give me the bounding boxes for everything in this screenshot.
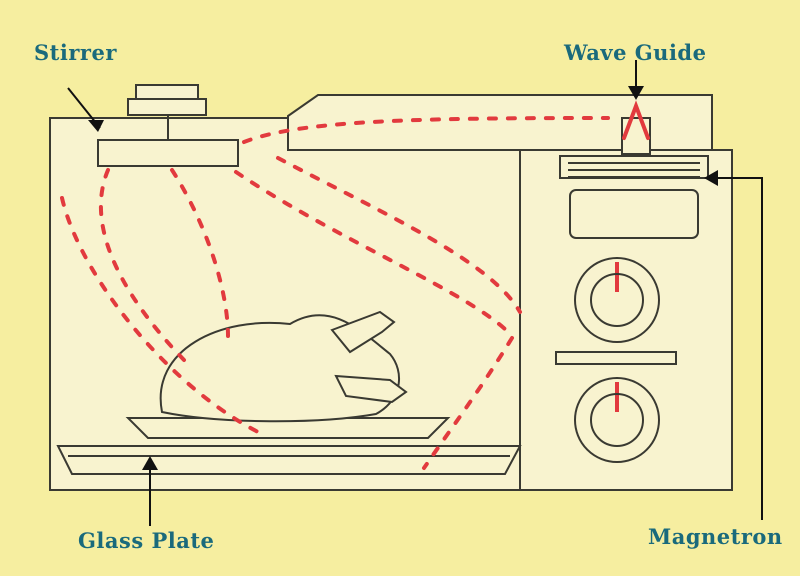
control-panel bbox=[555, 257, 677, 463]
glass-plate-label: Glass Plate bbox=[78, 528, 215, 553]
turkey-icon bbox=[125, 310, 451, 439]
arrow-icon bbox=[704, 170, 763, 520]
stirrer-label: Stirrer bbox=[34, 40, 117, 65]
arrow-icon bbox=[67, 87, 104, 132]
arrow-icon bbox=[628, 60, 644, 100]
magnetron-icon bbox=[559, 100, 709, 239]
wave-guide-icon bbox=[287, 94, 713, 151]
dial-icon bbox=[574, 257, 660, 343]
dial-icon bbox=[574, 377, 660, 463]
magnetron-label: Magnetron bbox=[648, 524, 783, 549]
wave-guide-label: Wave Guide bbox=[564, 40, 707, 65]
arrow-icon bbox=[142, 456, 158, 526]
microwave-paths bbox=[60, 116, 610, 470]
control-slot bbox=[555, 351, 677, 365]
glass-plate bbox=[56, 445, 522, 475]
stirrer-icon bbox=[97, 84, 239, 167]
